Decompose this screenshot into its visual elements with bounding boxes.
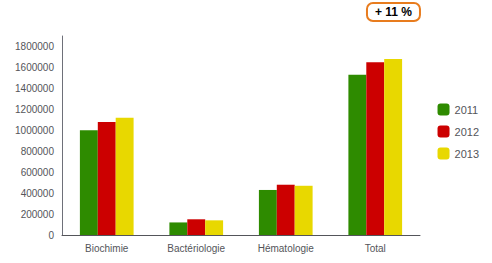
svg-text:2012: 2012: [455, 126, 479, 138]
svg-text:2011: 2011: [455, 104, 479, 116]
svg-text:Total: Total: [365, 243, 386, 254]
svg-text:600000: 600000: [21, 167, 55, 178]
svg-text:800000: 800000: [21, 146, 55, 157]
svg-text:Biochimie: Biochimie: [85, 243, 129, 254]
svg-text:Bactériologie: Bactériologie: [167, 243, 225, 254]
svg-text:400000: 400000: [21, 188, 55, 199]
svg-text:+ 11 %: + 11 %: [375, 5, 412, 19]
svg-text:0: 0: [48, 230, 54, 241]
svg-text:1200000: 1200000: [15, 104, 54, 115]
svg-text:1800000: 1800000: [15, 41, 54, 52]
svg-text:200000: 200000: [21, 209, 55, 220]
svg-text:1000000: 1000000: [15, 125, 54, 136]
svg-text:Hématologie: Hématologie: [258, 243, 315, 254]
svg-text:2013: 2013: [455, 148, 479, 160]
svg-text:1400000: 1400000: [15, 83, 54, 94]
svg-text:1600000: 1600000: [15, 62, 54, 73]
